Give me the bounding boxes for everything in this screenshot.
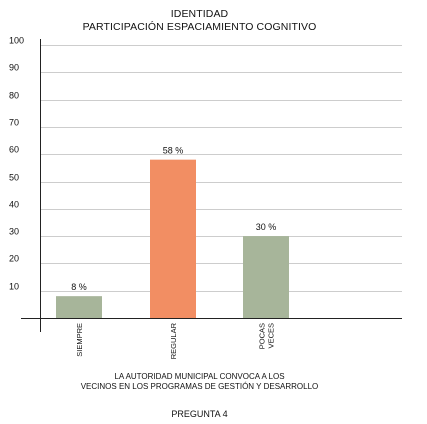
y-tick-label-90: 90 [9, 63, 19, 73]
x-axis-caption-line-2: VECINOS EN LOS PROGRAMAS DE GESTIÓN Y DE… [80, 382, 319, 391]
bar-1 [150, 159, 196, 318]
y-tick-label-70: 70 [9, 118, 19, 128]
x-tick-label-2-0: POCAS [258, 323, 267, 349]
chart-subtitle: PARTICIPACIÓN ESPACIAMIENTO COGNITIVO [82, 21, 317, 33]
chart-title: IDENTIDAD [170, 8, 229, 20]
y-tick-label-30: 30 [9, 227, 19, 237]
x-tick-label-0-0: SIEMPRE [75, 323, 84, 357]
y-tick-label-20: 20 [9, 254, 19, 264]
y-tick-label-50: 50 [9, 173, 19, 183]
x-tick-label-2-1: VECES [267, 323, 276, 348]
bar-0 [56, 296, 102, 318]
bar-value-label-1: 58 % [163, 146, 184, 156]
y-tick-label-100: 100 [9, 36, 24, 46]
x-tick-label-1-0: REGULAR [169, 322, 178, 359]
bar-value-label-2: 30 % [256, 222, 277, 232]
bar-value-label-0: 8 % [71, 282, 87, 292]
y-tick-label-80: 80 [9, 91, 19, 101]
y-tick-label-60: 60 [9, 145, 19, 155]
question-footer: PREGUNTA 4 [171, 409, 228, 419]
bar-2 [243, 236, 289, 318]
x-axis-caption-line-1: LA AUTORIDAD MUNICIPAL CONVOCA A LOS [114, 372, 285, 381]
y-tick-label-40: 40 [9, 200, 19, 210]
y-tick-label-10: 10 [9, 282, 19, 292]
